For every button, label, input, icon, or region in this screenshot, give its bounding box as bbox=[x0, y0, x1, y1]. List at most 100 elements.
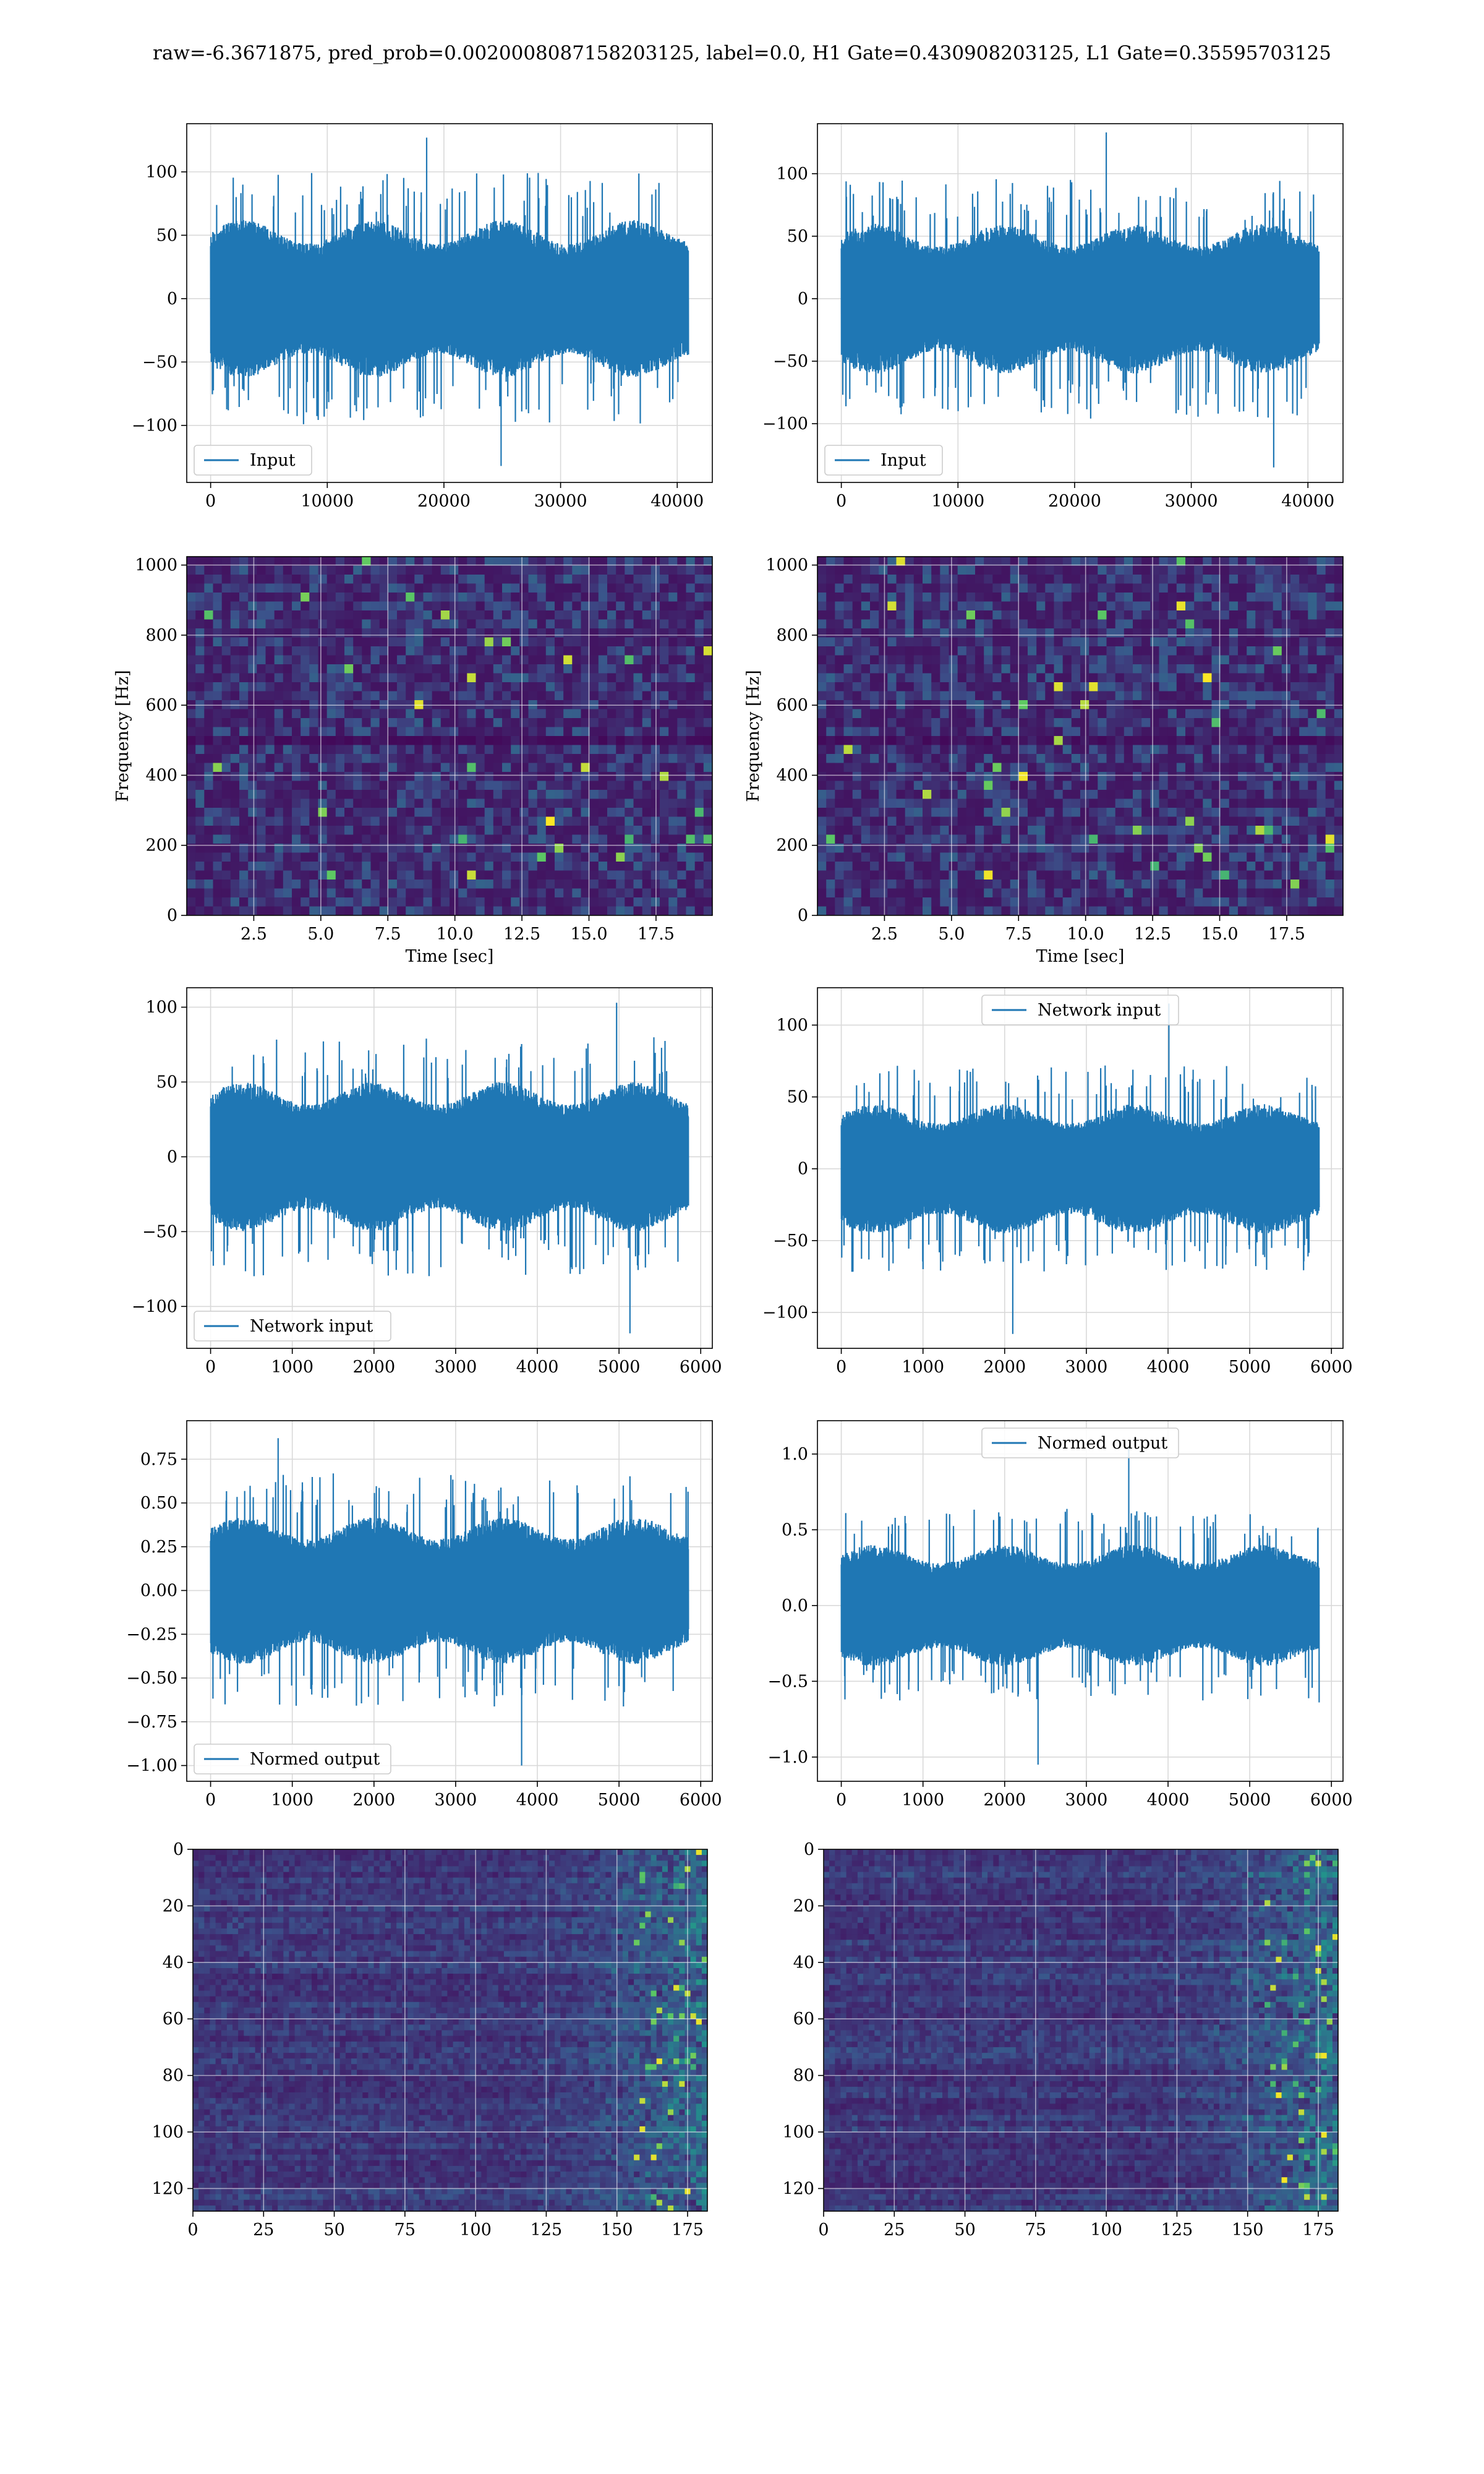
heatmap-cell bbox=[1247, 557, 1256, 567]
heatmap-cell bbox=[572, 745, 582, 755]
heatmap-cell bbox=[406, 575, 415, 584]
heatmap-cell bbox=[1098, 897, 1107, 907]
heatmap-cell bbox=[545, 682, 555, 692]
heatmap-cell bbox=[826, 816, 835, 826]
heatmap-cell bbox=[204, 565, 214, 575]
heatmap-cell bbox=[257, 593, 267, 602]
heatmap-cell bbox=[896, 565, 906, 575]
heatmap-cell bbox=[1255, 583, 1265, 593]
heatmap-cell bbox=[265, 870, 275, 880]
heatmap-cell bbox=[1308, 816, 1318, 826]
heatmap-cell bbox=[511, 664, 520, 674]
heatmap-cell bbox=[388, 727, 398, 737]
heatmap-cell bbox=[379, 862, 389, 871]
heatmap-cell bbox=[537, 897, 547, 907]
heatmap-cell bbox=[458, 736, 467, 746]
heatmap-cell bbox=[563, 601, 573, 611]
heatmap-cell bbox=[949, 852, 958, 862]
heatmap-cell bbox=[1203, 834, 1213, 844]
heatmap-cell bbox=[1229, 745, 1239, 755]
heatmap-cell bbox=[257, 880, 267, 889]
heatmap-cell bbox=[1098, 880, 1107, 889]
heatmap-cell bbox=[703, 610, 712, 620]
heatmap-cell bbox=[1308, 880, 1318, 889]
heatmap-cell bbox=[1036, 709, 1046, 719]
heatmap-cell bbox=[633, 557, 643, 567]
heatmap-cell bbox=[677, 655, 687, 665]
heatmap-cell bbox=[1018, 834, 1028, 844]
heatmap-cell bbox=[537, 583, 547, 593]
heatmap-cell bbox=[616, 798, 625, 808]
heatmap-cell bbox=[1247, 655, 1256, 665]
heatmap-cell bbox=[1316, 637, 1326, 647]
heatmap-cell bbox=[940, 772, 950, 782]
heatmap-cell bbox=[1124, 593, 1133, 602]
heatmap-cell bbox=[949, 745, 958, 755]
heatmap-cell bbox=[1089, 727, 1098, 737]
heatmap-cell bbox=[1018, 637, 1028, 647]
heatmap-cell bbox=[484, 575, 494, 584]
heatmap-cell bbox=[984, 646, 993, 656]
heatmap-cell bbox=[861, 834, 871, 844]
heatmap-cell bbox=[248, 709, 257, 719]
heatmap-cell bbox=[1290, 781, 1300, 790]
heatmap-cell bbox=[519, 628, 529, 638]
heatmap-cell bbox=[344, 575, 354, 584]
heatmap-cell bbox=[467, 772, 477, 782]
heatmap-cell bbox=[248, 862, 257, 871]
heatmap-cell bbox=[668, 808, 678, 818]
heatmap-cell bbox=[502, 619, 511, 629]
heatmap-cell bbox=[344, 619, 354, 629]
heatmap-cell bbox=[274, 637, 284, 647]
heatmap-cell bbox=[1308, 718, 1318, 728]
heatmap-cell bbox=[248, 655, 257, 665]
heatmap-cell bbox=[1080, 745, 1090, 755]
heatmap-cell bbox=[555, 601, 564, 611]
heatmap-cell bbox=[484, 844, 494, 854]
heatmap-cell bbox=[1264, 682, 1274, 692]
heatmap-cell bbox=[957, 906, 967, 915]
y-tick-label: −100 bbox=[762, 414, 808, 434]
heatmap-cell bbox=[913, 862, 923, 871]
heatmap-cell bbox=[1334, 673, 1343, 683]
heatmap-cell bbox=[1010, 844, 1020, 854]
heatmap-cell bbox=[957, 880, 967, 889]
heatmap-cell bbox=[1290, 646, 1300, 656]
heatmap-cell bbox=[931, 763, 940, 773]
heatmap-cell bbox=[239, 906, 249, 915]
heatmap-cell bbox=[1045, 646, 1055, 656]
heatmap-cell bbox=[388, 655, 398, 665]
heatmap-cell bbox=[1264, 781, 1274, 790]
heatmap-cell bbox=[896, 826, 906, 836]
heatmap-cell bbox=[703, 772, 712, 782]
heatmap-cell bbox=[458, 593, 467, 602]
heatmap-cell bbox=[861, 682, 871, 692]
heatmap-cell bbox=[301, 557, 310, 567]
heatmap-cell bbox=[1290, 897, 1300, 907]
heatmap-cell bbox=[1028, 664, 1037, 674]
heatmap-cell bbox=[370, 664, 380, 674]
heatmap-cell bbox=[545, 709, 555, 719]
heatmap-cell bbox=[1089, 888, 1098, 898]
heatmap-cell bbox=[660, 798, 669, 808]
heatmap-cell bbox=[1203, 655, 1213, 665]
heatmap-cell bbox=[887, 808, 897, 818]
heatmap-cell bbox=[1203, 781, 1213, 790]
heatmap-cell bbox=[1203, 718, 1213, 728]
heatmap-cell bbox=[432, 808, 441, 818]
heatmap-cell bbox=[528, 781, 538, 790]
heatmap-cell bbox=[668, 870, 678, 880]
heatmap-cell bbox=[1273, 834, 1282, 844]
heatmap-cell bbox=[213, 834, 223, 844]
heatmap-cell bbox=[1115, 619, 1125, 629]
heatmap-cell bbox=[1071, 736, 1081, 746]
heatmap-cell bbox=[1001, 808, 1011, 818]
heatmap-cell bbox=[589, 798, 599, 808]
heatmap-cell bbox=[248, 637, 257, 647]
heatmap-cell bbox=[353, 826, 362, 836]
heatmap-cell bbox=[1185, 682, 1195, 692]
heatmap-cell bbox=[414, 664, 424, 674]
heatmap-cell bbox=[388, 790, 398, 800]
heatmap-cell bbox=[949, 880, 958, 889]
heatmap-cell bbox=[528, 655, 538, 665]
